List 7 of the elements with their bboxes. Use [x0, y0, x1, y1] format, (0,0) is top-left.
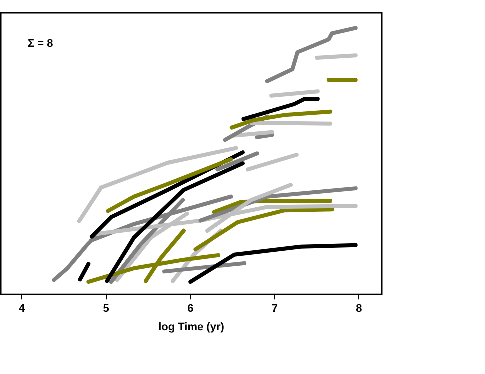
annotation: Σ = 8 — [28, 38, 54, 50]
x-tick-label: 5 — [103, 303, 110, 316]
x-tick-label: 6 — [188, 303, 194, 316]
x-axis-title: log Time (yr) — [158, 321, 225, 334]
x-tick-label: 8 — [356, 303, 362, 316]
x-tick-label: 7 — [272, 303, 278, 316]
x-tick-label: 4 — [19, 303, 26, 316]
